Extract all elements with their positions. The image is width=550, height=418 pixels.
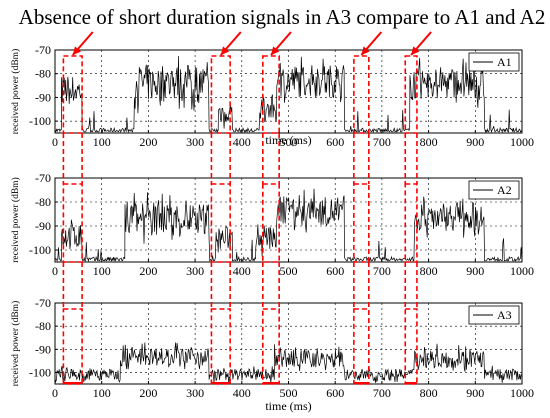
x-tick-label: 700 bbox=[373, 386, 391, 400]
arrow-head bbox=[72, 46, 82, 55]
highlight-box bbox=[210, 308, 231, 385]
x-tick-label: 500 bbox=[280, 264, 298, 278]
legend: A2 bbox=[468, 180, 520, 200]
x-tick-label: 100 bbox=[93, 386, 111, 400]
y-axis-label: received power (dBm) bbox=[10, 49, 21, 134]
x-tick-label: 1000 bbox=[510, 386, 534, 400]
highlight-box bbox=[210, 183, 231, 263]
x-tick-label: 300 bbox=[186, 264, 204, 278]
arrow-head bbox=[270, 46, 280, 55]
y-tick-label: -80 bbox=[35, 195, 51, 209]
x-tick-label: 100 bbox=[93, 264, 111, 278]
x-tick-label: 400 bbox=[233, 264, 251, 278]
highlight-region bbox=[210, 31, 242, 385]
x-tick-label: 0 bbox=[52, 135, 58, 149]
legend-label: A1 bbox=[497, 55, 512, 69]
panel-A1: 0 100 200 300 400 500 600 700 800 900 1000 -70 -80 -9… bbox=[10, 43, 534, 149]
plot-panels: 0 100 200 300 400 500 600 700 800 900 1000-70-80-9… bbox=[10, 43, 534, 413]
x-tick-label: 900 bbox=[466, 135, 484, 149]
highlight-box bbox=[262, 308, 280, 385]
signal-trace-A1 bbox=[54, 55, 523, 134]
signal-trace-A2 bbox=[54, 188, 523, 263]
legend: A1 bbox=[468, 52, 520, 72]
x-tick-label: 400 bbox=[233, 386, 251, 400]
x-tick-label: 400 bbox=[233, 135, 251, 149]
x-tick-label: 1000 bbox=[510, 135, 534, 149]
y-tick-label: -70 bbox=[35, 296, 51, 310]
highlight-box bbox=[262, 183, 280, 263]
y-tick-label: -90 bbox=[35, 219, 51, 233]
y-tick-label: -100 bbox=[29, 114, 51, 128]
arrow-head bbox=[220, 46, 230, 55]
x-tick-label: 800 bbox=[420, 386, 438, 400]
x-tick-label: 600 bbox=[326, 264, 344, 278]
y-tick-label: -90 bbox=[35, 342, 51, 356]
x-axis-label: time (ms) bbox=[265, 133, 311, 147]
highlight-box bbox=[262, 55, 280, 134]
x-tick-label: 200 bbox=[139, 386, 157, 400]
x-tick-label: 100 bbox=[93, 135, 111, 149]
x-tick-label: 500 bbox=[280, 135, 298, 149]
x-tick-label: 800 bbox=[420, 264, 438, 278]
figure-title: Absence of short duration signals in A3 … bbox=[19, 5, 546, 29]
highlight-region bbox=[62, 31, 94, 385]
x-axis-label: time (ms) bbox=[265, 399, 311, 413]
highlight-box bbox=[210, 55, 231, 134]
y-axis-label: received power (dBm) bbox=[10, 177, 21, 262]
legend-box bbox=[468, 52, 520, 72]
legend-label: A3 bbox=[497, 308, 512, 322]
x-tick-label: 200 bbox=[139, 135, 157, 149]
highlight-box bbox=[404, 55, 418, 134]
highlight-box bbox=[404, 183, 418, 263]
x-tick-label: 300 bbox=[186, 386, 204, 400]
y-tick-label: -100 bbox=[29, 243, 51, 257]
highlight-region bbox=[262, 31, 292, 385]
highlight-region bbox=[404, 31, 432, 385]
highlight-box bbox=[353, 55, 370, 134]
highlight-box bbox=[353, 308, 370, 385]
legend-box bbox=[468, 305, 520, 325]
legend: A3 bbox=[468, 305, 520, 325]
x-tick-label: 300 bbox=[186, 135, 204, 149]
legend-label: A2 bbox=[497, 183, 512, 197]
x-tick-label: 500 bbox=[280, 386, 298, 400]
y-tick-label: -70 bbox=[35, 171, 51, 185]
highlight-box bbox=[62, 308, 83, 385]
arrow-head bbox=[411, 46, 420, 55]
x-tick-label: 600 bbox=[326, 386, 344, 400]
arrow-head bbox=[361, 46, 370, 55]
y-tick-label: -90 bbox=[35, 90, 51, 104]
legend-box bbox=[468, 180, 520, 200]
y-tick-label: -70 bbox=[35, 43, 51, 57]
x-tick-label: 600 bbox=[326, 135, 344, 149]
y-tick-label: -80 bbox=[35, 67, 51, 81]
highlight-region bbox=[353, 31, 383, 385]
x-tick-label: 1000 bbox=[510, 264, 534, 278]
highlight-box bbox=[353, 183, 370, 263]
x-tick-label: 900 bbox=[466, 264, 484, 278]
highlight-box bbox=[62, 55, 83, 134]
y-axis-label: received power (dBm) bbox=[10, 301, 21, 386]
highlight-overlay bbox=[62, 31, 432, 385]
x-tick-label: 0 bbox=[52, 264, 58, 278]
panel-A2: 0 100 200 300 400 500 600 700 800 900 1000 -70 -80 -9… bbox=[10, 171, 534, 278]
x-tick-label: 800 bbox=[420, 135, 438, 149]
y-tick-label: -80 bbox=[35, 319, 51, 333]
x-tick-label: 200 bbox=[139, 264, 157, 278]
x-tick-label: 900 bbox=[466, 386, 484, 400]
highlight-box bbox=[62, 183, 83, 263]
signal-trace-A3 bbox=[54, 342, 523, 383]
x-tick-label: 0 bbox=[52, 386, 58, 400]
x-tick-label: 700 bbox=[373, 264, 391, 278]
highlight-box bbox=[404, 308, 418, 385]
y-tick-label: -100 bbox=[29, 365, 51, 379]
panel-A3: 0 100 200 300 400 500 600 700 800 900 1000 -70 -80 -9… bbox=[10, 296, 534, 413]
x-tick-label: 700 bbox=[373, 135, 391, 149]
